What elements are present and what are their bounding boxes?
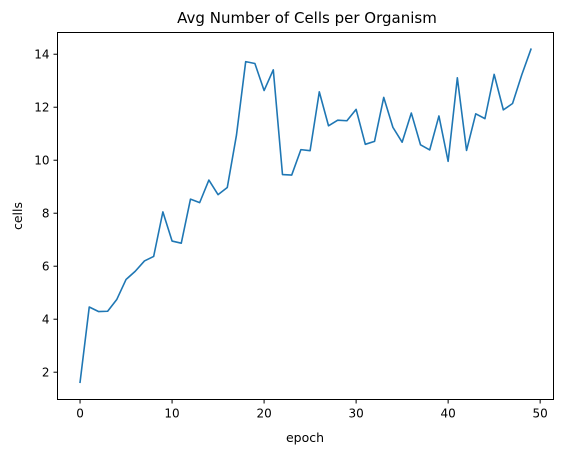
x-tick-label: 40 <box>440 407 455 421</box>
series-layer <box>79 48 532 384</box>
plot-frame <box>57 32 554 400</box>
x-axis: 0 10 20 30 40 50 <box>76 399 548 421</box>
x-tick-label: 50 <box>533 407 548 421</box>
chart-title: Avg Number of Cells per Organism <box>177 9 437 27</box>
series-line <box>79 48 532 384</box>
y-tick-label: 4 <box>42 313 50 327</box>
x-tick-label: 30 <box>348 407 363 421</box>
y-tick-label: 8 <box>42 207 50 221</box>
y-tick-label: 2 <box>42 366 50 380</box>
x-tick-label: 0 <box>76 407 84 421</box>
x-tick-label: 10 <box>164 407 179 421</box>
y-tick-label: 6 <box>42 260 50 274</box>
y-tick-label: 10 <box>34 154 49 168</box>
x-tick-label: 20 <box>256 407 271 421</box>
y-axis-label: cells <box>10 202 25 230</box>
y-tick-label: 12 <box>34 101 49 115</box>
y-tick-label: 14 <box>34 48 49 62</box>
x-axis-label: epoch <box>286 430 324 445</box>
y-axis: 2 4 6 8 10 12 14 <box>34 48 58 380</box>
plot-area <box>57 32 554 400</box>
